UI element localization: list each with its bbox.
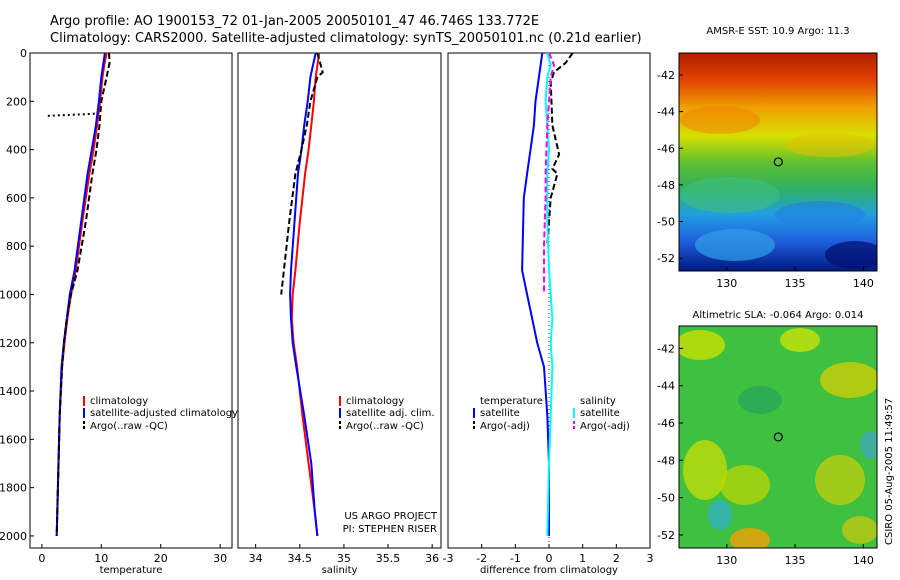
x-axis-label: temperature — [100, 565, 163, 576]
y-tick-label: 1000 — [0, 288, 27, 301]
legend-label: Argo(-adj) — [580, 421, 630, 432]
map-y-tick-label: -44 — [657, 106, 675, 119]
x-tick-label: 35.5 — [376, 552, 401, 565]
x-axis-label: salinity — [322, 565, 358, 576]
series-line-satellite-adj-clim- — [289, 52, 319, 537]
temperature-panel: 0 10 20 30 temperature 0 200 400 600 800 1000 1200 1… — [0, 47, 238, 576]
map-y-tick-label: -52 — [657, 252, 675, 265]
legend-label: climatology — [90, 396, 148, 407]
sst-map-title: AMSR-E SST: 10.9 Argo: 11.3 — [706, 26, 849, 37]
legend-label: satellite — [580, 408, 620, 419]
x-tick-label: 0 — [546, 552, 553, 565]
y-tick-label: 400 — [6, 144, 27, 157]
x-tick-label: 1 — [579, 552, 586, 565]
legend-label: satellite adj. clim. — [346, 408, 435, 419]
x-tick-label: 0 — [38, 552, 45, 565]
x-axis-label: difference from climatology — [480, 565, 618, 576]
series-line-argo-adj- — [546, 52, 574, 247]
y-tick-label: 1600 — [0, 433, 27, 446]
map-x-tick-label: 140 — [853, 277, 874, 290]
x-tick-label: -2 — [476, 552, 487, 565]
x-tick-label: -3 — [443, 552, 454, 565]
header-line2: Climatology: CARS2000. Satellite-adjuste… — [50, 31, 642, 46]
salinity-panel: 34 34.5 35 35.5 36 salinity climatologysatelli… — [237, 52, 442, 576]
x-tick-label: 20 — [154, 552, 168, 565]
sst-map: AMSR-E SST: 10.9 Argo: 11.3 130 135 140 -42… — [657, 26, 878, 290]
sla-map: Altimetric SLA: -0.064 Argo: 0.014 130 13… — [657, 310, 878, 567]
series-line-argo-raw-qc- — [55, 52, 111, 536]
map-y-tick-label: -46 — [657, 142, 675, 155]
map-x-tick-label: 135 — [785, 554, 806, 567]
y-tick-label: 1400 — [0, 385, 27, 398]
series-line-satellite — [521, 52, 550, 536]
pi-credit: PI: STEPHEN RISER — [343, 524, 437, 535]
map-y-tick-label: -50 — [657, 216, 675, 229]
map-y-tick-label: -44 — [657, 380, 675, 393]
map-x-tick-label: 130 — [716, 277, 737, 290]
csiro-stamp: CSIRO 05-Aug-2005 11:49:57 — [884, 398, 895, 545]
legend-label: Argo(..raw -QC) — [90, 421, 168, 432]
map-y-tick-label: -48 — [657, 179, 675, 192]
map-x-tick-label: 140 — [853, 554, 874, 567]
legend-label: satellite — [480, 408, 520, 419]
profile-location-marker — [773, 432, 783, 442]
series-line-climatology — [290, 52, 321, 537]
legend-label: Argo(-adj) — [480, 421, 530, 432]
y-tick-label: 600 — [6, 192, 27, 205]
series-line-satellite — [544, 52, 554, 536]
x-tick-label: 34.5 — [288, 552, 313, 565]
x-tick-label: 30 — [213, 552, 227, 565]
y-tick-label: 2000 — [0, 530, 27, 543]
map-y-tick-label: -48 — [657, 454, 675, 467]
plot-frame — [237, 52, 442, 549]
x-tick-label: 34 — [249, 552, 263, 565]
x-tick-label: 35 — [337, 552, 351, 565]
y-tick-label: 1200 — [0, 337, 27, 350]
header-line1: Argo profile: AO 1900153_72 01-Jan-2005 … — [50, 14, 539, 29]
series-line-shallow-argo — [47, 112, 99, 117]
project-credit: US ARGO PROJECT — [344, 511, 438, 522]
map-y-tick-label: -42 — [657, 342, 675, 355]
x-tick-label: 3 — [647, 552, 654, 565]
map-y-tick-label: -52 — [657, 529, 675, 542]
legend-label: satellite-adjusted climatology — [90, 408, 238, 419]
y-tick-label: 200 — [6, 95, 27, 108]
plot-frame — [29, 52, 233, 549]
y-tick-label: 800 — [6, 240, 27, 253]
x-tick-label: -1 — [510, 552, 521, 565]
map-x-tick-label: 130 — [716, 554, 737, 567]
map-y-tick-label: -46 — [657, 417, 675, 430]
x-tick-label: 10 — [94, 552, 108, 565]
map-y-tick-label: -50 — [657, 492, 675, 505]
difference-panel: -3 -2 -1 0 1 2 3 difference from climatology tem… — [443, 52, 654, 576]
x-tick-label: 2 — [613, 552, 620, 565]
series-line-argo-raw-qc- — [280, 52, 324, 295]
y-tick-label: 1800 — [0, 482, 27, 495]
legend-title-temperature: temperature — [480, 396, 543, 407]
map-x-tick-label: 135 — [785, 277, 806, 290]
legend-label: Argo(..raw -QC) — [346, 421, 424, 432]
profile-location-marker — [773, 157, 783, 167]
map-y-tick-label: -42 — [657, 69, 675, 82]
legend-title-salinity: salinity — [580, 396, 616, 407]
x-tick-label: 36 — [425, 552, 439, 565]
y-tick-label: 0 — [20, 47, 27, 60]
sla-map-title: Altimetric SLA: -0.064 Argo: 0.014 — [693, 310, 864, 321]
legend-label: climatology — [346, 396, 404, 407]
